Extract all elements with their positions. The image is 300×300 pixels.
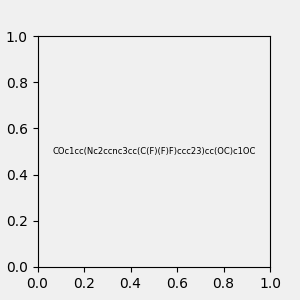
- Text: COc1cc(Nc2ccnc3cc(C(F)(F)F)ccc23)cc(OC)c1OC: COc1cc(Nc2ccnc3cc(C(F)(F)F)ccc23)cc(OC)c…: [52, 147, 255, 156]
